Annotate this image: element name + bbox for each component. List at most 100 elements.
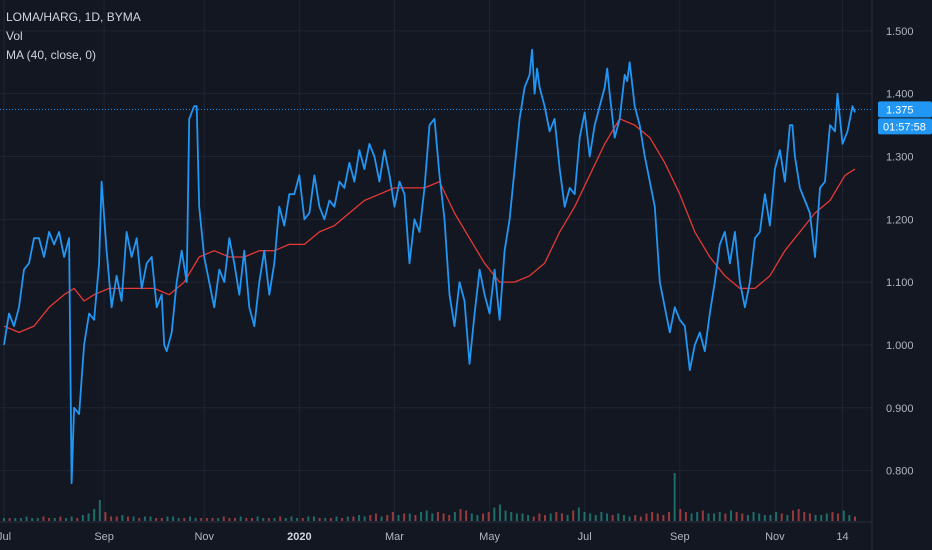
price-tick-2: 1.300 bbox=[886, 151, 914, 163]
volume-bar bbox=[690, 513, 693, 521]
legend-ma[interactable]: MA (40, close, 0) bbox=[6, 48, 97, 62]
volume-bar bbox=[730, 510, 733, 521]
volume-bar bbox=[166, 516, 169, 521]
volume-bar bbox=[76, 518, 79, 521]
volume-bar bbox=[814, 515, 817, 521]
chart-legend: LOMA/HARG, 1D, BYMA Vol MA (40, close, 0… bbox=[6, 8, 141, 65]
volume-bar bbox=[622, 515, 625, 521]
volume-bar bbox=[504, 510, 507, 521]
volume-bar bbox=[64, 518, 67, 521]
volume-bar bbox=[808, 513, 811, 521]
volume-bar bbox=[560, 513, 563, 521]
volume-bar bbox=[8, 518, 11, 521]
volume-bar bbox=[183, 518, 186, 521]
volume-bar bbox=[256, 516, 259, 521]
volume-bar bbox=[48, 518, 51, 521]
volume-bar bbox=[538, 513, 541, 521]
volume-bar bbox=[487, 512, 490, 521]
time-axis[interactable]: Jul Sep Nov 2020 Mar May Jul Sep Nov 14 bbox=[0, 521, 872, 543]
volume-bar bbox=[138, 518, 141, 521]
volume-bar bbox=[239, 516, 242, 521]
time-tick-9: 14 bbox=[836, 531, 848, 543]
volume-bar bbox=[786, 515, 789, 521]
volume-bar bbox=[267, 518, 270, 521]
legend-symbol[interactable]: LOMA/HARG, 1D, BYMA bbox=[6, 10, 141, 24]
volume-bar bbox=[752, 512, 755, 521]
volume-bar bbox=[363, 516, 366, 521]
last-price-tags: 1.375 01:57:58 bbox=[0, 101, 932, 135]
volume-bar bbox=[842, 510, 845, 521]
volume-bar bbox=[42, 516, 45, 521]
volume-bar bbox=[290, 516, 293, 521]
price-tick-5: 1.000 bbox=[886, 340, 914, 352]
volume-bar bbox=[775, 512, 778, 521]
volume-bar bbox=[211, 518, 214, 521]
volume-bar bbox=[143, 516, 146, 521]
volume-bar bbox=[358, 515, 361, 521]
volume-bar bbox=[341, 518, 344, 521]
volume-bar bbox=[59, 516, 62, 521]
volume-bar bbox=[763, 515, 766, 521]
volume-bar bbox=[668, 512, 671, 521]
volume-bar bbox=[380, 516, 383, 521]
volume-bar bbox=[188, 516, 191, 521]
volume-bar bbox=[797, 509, 800, 521]
countdown-label: 01:57:58 bbox=[883, 121, 926, 133]
volume-bar bbox=[639, 516, 642, 521]
volume-bar bbox=[194, 518, 197, 521]
volume-bar bbox=[707, 513, 710, 521]
volume-bar bbox=[673, 473, 676, 521]
volume-bar bbox=[848, 515, 851, 521]
volume-bar bbox=[403, 513, 406, 521]
legend-volume[interactable]: Vol bbox=[6, 29, 23, 43]
volume-bar bbox=[81, 515, 84, 521]
volume-bar bbox=[645, 513, 648, 521]
volume-bar bbox=[431, 513, 434, 521]
price-tick-1: 1.400 bbox=[886, 89, 914, 101]
volume-bar bbox=[234, 518, 237, 521]
volume-bar bbox=[577, 507, 580, 521]
volume-bar bbox=[515, 513, 518, 521]
volume-bar bbox=[110, 516, 113, 521]
volume-bar bbox=[160, 518, 163, 521]
volume-bar bbox=[172, 516, 175, 521]
volume-bar bbox=[414, 515, 417, 521]
volume-bar bbox=[656, 513, 659, 521]
time-tick-4: Mar bbox=[385, 531, 404, 543]
time-tick-8: Nov bbox=[765, 531, 785, 543]
volume-bar bbox=[87, 513, 90, 521]
volume-bar bbox=[425, 510, 428, 521]
volume-bar bbox=[741, 513, 744, 521]
volume-bar bbox=[217, 518, 220, 521]
price-tick-3: 1.200 bbox=[886, 214, 914, 226]
volume-bar bbox=[780, 513, 783, 521]
price-axis[interactable]: 1.500 1.400 1.300 1.200 1.100 1.000 0.900 0.800 bbox=[871, 0, 914, 550]
volume-bar bbox=[408, 513, 411, 521]
volume-bar bbox=[374, 513, 377, 521]
time-tick-1: Sep bbox=[94, 531, 114, 543]
price-series bbox=[3, 48, 856, 485]
volume-bar bbox=[572, 510, 575, 521]
volume-bar bbox=[493, 507, 496, 521]
time-tick-0: Jul bbox=[0, 531, 11, 543]
volume-bar bbox=[482, 513, 485, 521]
volume-bar bbox=[245, 518, 248, 521]
volume-bar bbox=[53, 518, 56, 521]
volume-bar bbox=[662, 515, 665, 521]
volume-bar bbox=[296, 518, 299, 521]
volume-bar bbox=[566, 515, 569, 521]
volume-bar bbox=[391, 512, 394, 521]
volume-bar bbox=[284, 518, 287, 521]
volume-bar bbox=[825, 513, 828, 521]
volume-bar bbox=[465, 510, 468, 521]
time-tick-2: Nov bbox=[194, 531, 214, 543]
volume-bar bbox=[679, 509, 682, 521]
volume-bar bbox=[126, 516, 129, 521]
volume-bar bbox=[532, 516, 535, 521]
volume-bar bbox=[14, 518, 17, 521]
volume-bar bbox=[36, 518, 39, 521]
volume-bar bbox=[70, 516, 73, 521]
volume-bar bbox=[448, 515, 451, 521]
